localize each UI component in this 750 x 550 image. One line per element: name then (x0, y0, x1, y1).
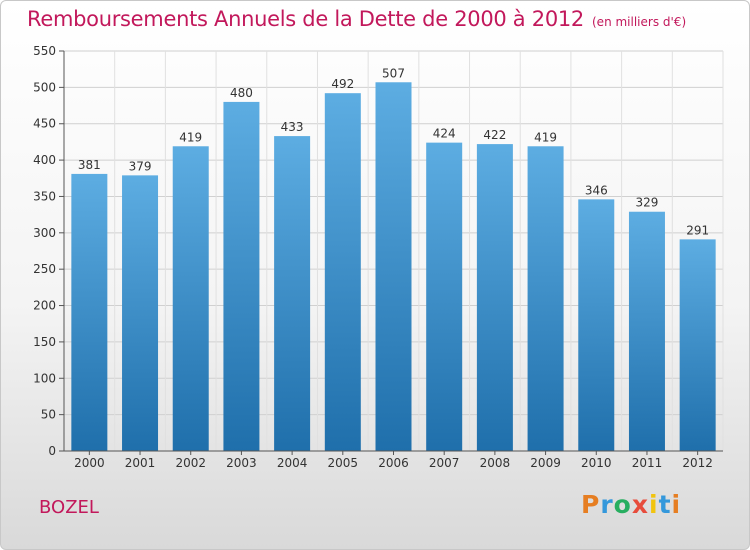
bar (628, 211, 665, 451)
bar (426, 142, 463, 452)
place-name: BOZEL (39, 497, 99, 518)
bar (122, 175, 159, 451)
y-tick-label: 50 (41, 408, 56, 422)
x-tick-label: 2010 (581, 456, 612, 470)
logo-letter: t (658, 490, 672, 519)
x-tick-label: 2005 (328, 456, 359, 470)
data-label: 480 (230, 86, 253, 100)
chart-title: Remboursements Annuels de la Dette de 20… (27, 7, 584, 31)
bar (324, 93, 361, 451)
bar (172, 146, 209, 452)
y-tick-label: 350 (33, 189, 56, 203)
bar-layer: 381 379 419 480 433 492 507 424 422 419 346 329 291 (71, 66, 716, 452)
data-label: 379 (129, 159, 152, 173)
y-tick-label: 450 (33, 117, 56, 131)
bar (527, 146, 564, 452)
y-tick-label: 150 (33, 335, 56, 349)
data-label: 433 (281, 120, 304, 134)
bar (274, 136, 311, 451)
chart-subtitle: (en milliers d'€) (592, 15, 687, 29)
x-tick-label: 2006 (378, 456, 409, 470)
data-label: 492 (331, 77, 354, 91)
bar (476, 144, 513, 451)
bar (375, 82, 412, 451)
x-tick-label: 2000 (74, 456, 105, 470)
y-tick-label: 250 (33, 262, 56, 276)
logo-letter: i (671, 490, 682, 519)
y-tick-label: 300 (33, 226, 56, 240)
x-tick-label: 2008 (480, 456, 511, 470)
data-label: 381 (78, 158, 101, 172)
axis-layer: 0 50 100 150 200 250 300 350 400 450 500 550 2000 200… (33, 44, 723, 470)
bar (71, 173, 108, 451)
title-row: Remboursements Annuels de la Dette de 20… (27, 7, 686, 31)
bar (679, 239, 716, 451)
y-tick-label: 500 (33, 80, 56, 94)
logo-letter: i (649, 490, 659, 519)
bar (578, 199, 615, 451)
x-tick-label: 2002 (175, 456, 206, 470)
x-tick-label: 2009 (530, 456, 561, 470)
x-tick-label: 2003 (226, 456, 257, 470)
logo-letter: o (613, 490, 632, 519)
y-tick-label: 400 (33, 153, 56, 167)
y-tick-label: 200 (33, 299, 56, 313)
y-tick-label: 0 (48, 444, 56, 458)
y-tick-label: 550 (33, 44, 56, 58)
data-label: 291 (686, 223, 709, 237)
y-tick-label: 100 (33, 371, 56, 385)
logo-letter: P (581, 490, 601, 519)
x-tick-label: 2001 (125, 456, 156, 470)
x-tick-label: 2007 (429, 456, 460, 470)
proxiti-logo: Proxiti (581, 490, 681, 519)
data-label: 329 (636, 196, 659, 210)
data-label: 507 (382, 66, 405, 80)
x-tick-label: 2004 (277, 456, 308, 470)
x-tick-label: 2011 (632, 456, 663, 470)
data-label: 424 (433, 127, 456, 141)
data-label: 422 (483, 128, 506, 142)
logo-letter: x (631, 490, 649, 519)
bar (223, 101, 260, 451)
data-label: 346 (585, 183, 608, 197)
x-tick-label: 2012 (682, 456, 713, 470)
data-label: 419 (534, 130, 557, 144)
data-label: 419 (179, 130, 202, 144)
logo-letter: r (600, 490, 614, 519)
